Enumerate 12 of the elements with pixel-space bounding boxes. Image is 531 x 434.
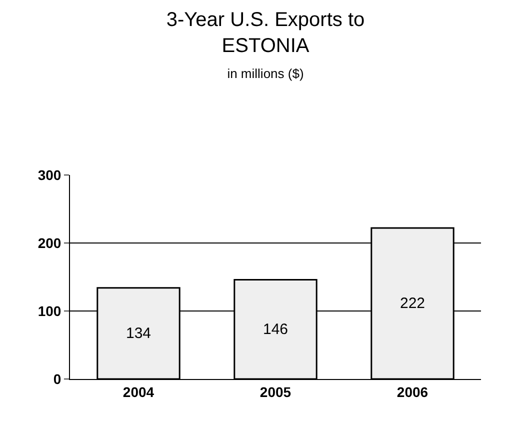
data-label: 134 [126, 324, 152, 342]
x-tick-label: 2005 [260, 384, 292, 400]
y-tick-label: 100 [38, 302, 62, 319]
chart-subtitle: in millions ($) [227, 66, 304, 82]
data-label: 222 [400, 295, 426, 312]
x-tick-label: 2006 [396, 384, 428, 400]
data-label: 146 [262, 320, 288, 338]
y-tick-label: 300 [38, 166, 62, 183]
x-tick-label: 2004 [122, 384, 154, 400]
chart-title: 3-Year U.S. Exports to ESTONIA [166, 9, 365, 58]
y-tick-label: 200 [38, 234, 62, 251]
y-tick-label: 0 [53, 370, 62, 387]
